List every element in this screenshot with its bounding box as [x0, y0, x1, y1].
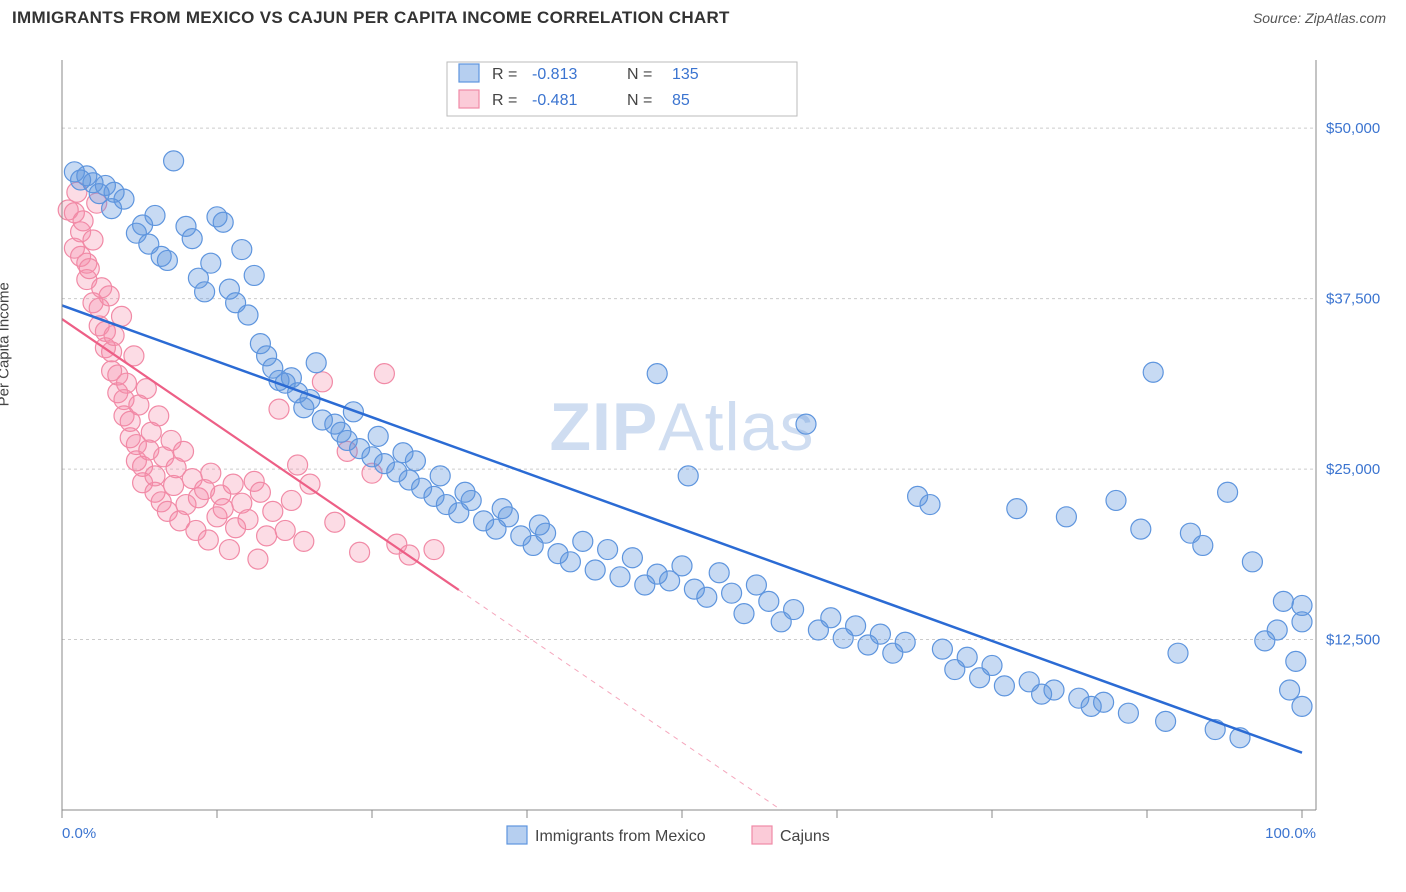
svg-text:N =: N =: [627, 66, 652, 83]
svg-text:85: 85: [672, 92, 690, 109]
svg-text:0.0%: 0.0%: [62, 825, 96, 842]
svg-text:R =: R =: [492, 66, 517, 83]
svg-text:N =: N =: [627, 92, 652, 109]
svg-text:100.0%: 100.0%: [1265, 825, 1316, 842]
source-label: Source: ZipAtlas.com: [1253, 10, 1386, 26]
svg-text:$12,500: $12,500: [1326, 632, 1380, 649]
chart-title: IMMIGRANTS FROM MEXICO VS CAJUN PER CAPI…: [12, 8, 730, 28]
svg-text:Cajuns: Cajuns: [780, 828, 830, 845]
scatter-chart: $12,500 $25,000 $37,500 $50,000 ZIPAtlas 0.0%…: [12, 40, 1394, 880]
svg-text:-0.813: -0.813: [532, 66, 577, 83]
svg-text:Immigrants from Mexico: Immigrants from Mexico: [535, 828, 706, 845]
svg-text:$50,000: $50,000: [1326, 120, 1380, 137]
svg-text:ZIPAtlas: ZIPAtlas: [550, 389, 815, 465]
svg-text:-0.481: -0.481: [532, 92, 577, 109]
svg-text:$37,500: $37,500: [1326, 291, 1380, 308]
svg-text:$25,000: $25,000: [1326, 461, 1380, 478]
svg-text:R =: R =: [492, 92, 517, 109]
svg-text:135: 135: [672, 66, 699, 83]
y-axis-label: Per Capita Income: [0, 282, 13, 406]
chart-container: Per Capita Income $12,500$25,000$37,500$…: [12, 40, 1394, 880]
